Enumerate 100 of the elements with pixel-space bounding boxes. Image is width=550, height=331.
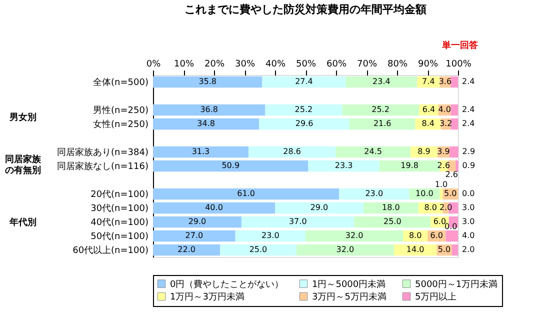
bar <box>153 146 248 158</box>
bar <box>342 104 419 116</box>
data-label: 8.0 <box>424 203 437 212</box>
data-label: 37.0 <box>288 217 307 226</box>
bar <box>354 216 431 228</box>
legend-label: 5000円～1万円未満 <box>415 278 498 290</box>
bar <box>248 146 336 158</box>
x-tick-label: 70% <box>356 60 378 70</box>
text: 同居家族の有無別 <box>5 154 42 176</box>
data-label: 27.4 <box>295 77 313 86</box>
data-label: 0.9 <box>462 161 476 170</box>
y-tick-label: 同居家族なし(n=116) <box>57 161 148 172</box>
data-label: 2.6 <box>445 170 458 179</box>
data-label: 3.9 <box>437 147 450 156</box>
bar <box>153 188 340 200</box>
bar <box>265 104 342 116</box>
bar <box>153 216 242 228</box>
bar <box>153 76 262 88</box>
bar <box>308 160 380 172</box>
bar <box>259 118 350 130</box>
data-label: 19.8 <box>400 161 418 170</box>
x-tick-label: 100% <box>446 60 472 70</box>
y-tick-label: 60代以上(n=100) <box>72 245 148 256</box>
legend-label: 0円（費やしたことがない） <box>170 278 284 290</box>
data-label: 25.0 <box>249 245 268 254</box>
bar <box>153 160 308 172</box>
data-label: 5.0 <box>438 245 451 254</box>
data-label: 35.8 <box>198 77 216 86</box>
data-label: 0.0 <box>444 222 458 231</box>
legend-label: 5万円以上 <box>415 292 457 302</box>
data-label: 23.4 <box>372 77 390 86</box>
data-label: 5.0 <box>444 189 457 198</box>
data-label: 8.9 <box>418 147 430 156</box>
data-label: 10.0 <box>416 189 434 198</box>
data-label: 61.0 <box>237 189 255 198</box>
data-label: 3.6 <box>438 77 452 86</box>
bar <box>450 76 458 88</box>
x-tick-label: 40% <box>265 60 286 70</box>
bar <box>153 104 266 116</box>
data-label: 29.0 <box>188 217 206 226</box>
y-tick-label: 50代(n=100) <box>90 231 148 242</box>
data-label: 23.0 <box>365 189 384 198</box>
bar <box>235 230 306 242</box>
bar <box>363 202 418 214</box>
data-label: 6.4 <box>422 105 436 114</box>
data-label: 40.0 <box>205 203 223 212</box>
data-label: 0.0 <box>462 189 475 198</box>
bar <box>241 216 354 228</box>
data-label: 4.0 <box>462 231 475 240</box>
x-tick-label: 80% <box>387 60 408 70</box>
bar <box>450 118 458 130</box>
x-tick-label: 10% <box>174 60 194 70</box>
data-label: 25.2 <box>372 105 390 114</box>
y-tick-label: 40代(n=100) <box>90 217 148 228</box>
y-tick-label: 女性(n=250) <box>93 119 148 130</box>
data-label: 34.8 <box>197 119 215 128</box>
data-label: 23.0 <box>262 231 280 240</box>
bar <box>153 202 275 214</box>
data-label: 36.8 <box>200 105 218 114</box>
bar <box>349 118 416 130</box>
bar <box>296 244 394 256</box>
data-label: 50.9 <box>222 161 240 170</box>
legend-label: 1万円～3万円未満 <box>170 292 244 302</box>
text: 男女別 <box>8 112 36 123</box>
data-label: 29.6 <box>295 119 314 128</box>
bar <box>275 202 364 214</box>
x-tick-label: 30% <box>234 60 256 70</box>
x-tick-label: 20% <box>204 60 225 70</box>
bar <box>153 118 260 130</box>
data-label: 2.4 <box>462 77 475 86</box>
bar <box>450 104 458 116</box>
data-label: 6.0 <box>430 231 444 240</box>
text: 単一回答 <box>441 40 479 51</box>
x-tick-label: 60% <box>326 60 347 70</box>
data-label: 27.0 <box>185 231 204 240</box>
data-label: 8.4 <box>422 119 434 128</box>
data-label: 14.0 <box>406 245 424 254</box>
bar <box>153 230 236 242</box>
bar <box>440 188 443 200</box>
data-label: 3.2 <box>439 119 452 128</box>
y-tick-label: 30代(n=100) <box>90 203 148 214</box>
data-label: 22.0 <box>178 245 196 254</box>
bar <box>456 160 458 172</box>
data-label: 28.6 <box>283 147 301 156</box>
data-label: 2.4 <box>462 119 475 128</box>
bar <box>306 230 404 242</box>
bar <box>449 146 458 158</box>
bar <box>262 76 346 88</box>
y-tick-label: 同居家族あり(n=384) <box>57 147 148 158</box>
y-tick-label: 全体(n=500) <box>93 77 148 88</box>
data-label: 2.0 <box>462 245 475 254</box>
data-label: 32.0 <box>336 245 354 254</box>
data-label: 32.0 <box>345 231 364 240</box>
bar <box>339 188 410 200</box>
bar <box>346 76 418 88</box>
data-label: 2.0 <box>439 203 452 212</box>
data-label: 21.6 <box>373 119 392 128</box>
legend-label: 3万円～5万円未満 <box>312 292 386 302</box>
bar <box>336 146 410 158</box>
bar <box>153 244 220 256</box>
